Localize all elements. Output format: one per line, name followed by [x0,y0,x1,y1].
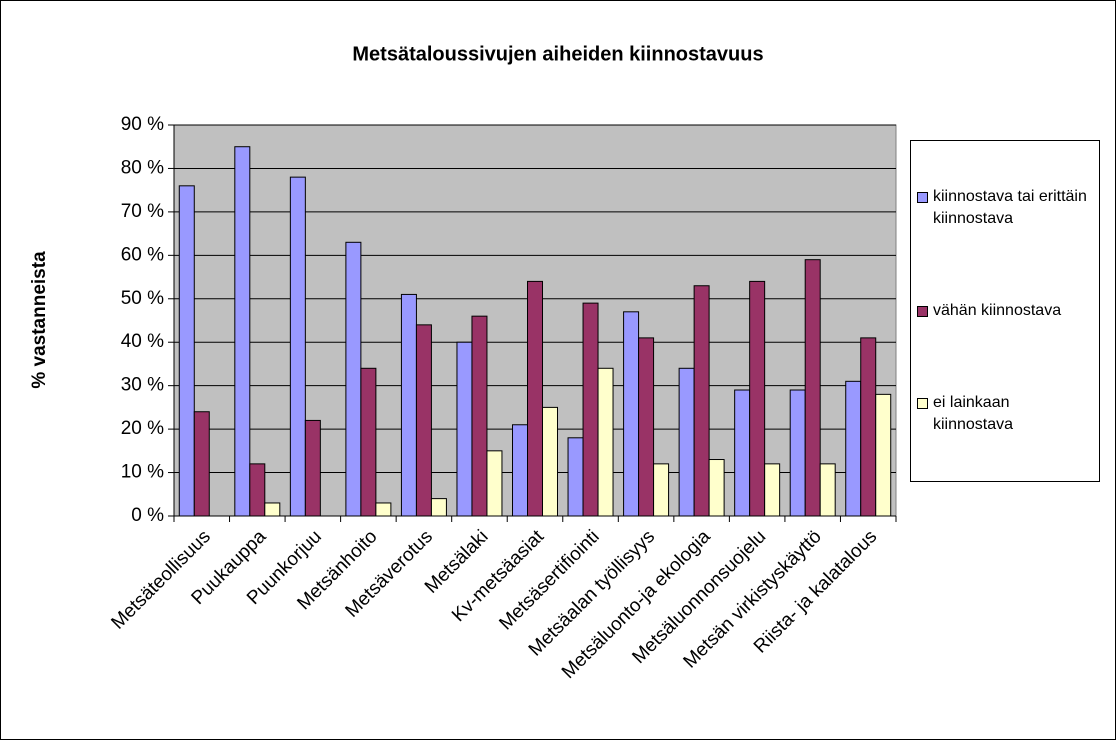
bar [415,324,432,517]
legend-entry: kiinnostava tai erittäin kiinnostava [917,186,1093,230]
bar [597,367,614,517]
bar [471,315,488,517]
legend-entry: vähän kiinnostava [917,300,1093,322]
y-tick-label: 30 % [121,375,164,396]
legend-swatch [917,398,928,409]
bar [264,502,281,517]
legend-entry: ei lainkaan kiinnostava [917,392,1093,436]
legend: kiinnostava tai erittäin kiinnostava vähä… [910,140,1100,482]
legend-swatch [917,306,928,317]
x-tick-label: Metsäteollisuus [107,526,214,633]
bar [456,341,473,517]
bar [234,146,251,517]
bar [638,337,655,517]
bar [375,502,392,517]
bar [486,450,503,517]
y-axis-label: % vastanneista [29,251,50,389]
bar [289,176,306,517]
y-tick-label: 10 % [121,462,164,483]
y-tick-label: 60 % [121,244,164,265]
chart-title: Metsätaloussivujen aiheiden kiinnostavuu… [352,43,763,65]
legend-label: ei lainkaan kiinnostava [933,394,1014,433]
bar [249,463,266,517]
bar [512,424,529,517]
bar [804,259,821,517]
bar [360,367,377,517]
bar [693,285,710,517]
legend-label: vähän kiinnostava [933,302,1062,319]
bar [178,185,195,517]
bar [875,393,892,517]
bar [789,389,806,517]
bar [708,459,725,517]
legend-label: kiinnostava tai erittäin kiinnostava [933,188,1087,227]
bar [304,419,321,517]
y-tick-label: 40 % [121,331,164,352]
bar [734,389,751,517]
bar [345,241,362,517]
bar [749,280,766,517]
bar [653,463,670,517]
bar [541,406,558,517]
bar [567,437,584,517]
y-tick-label: 50 % [121,288,164,309]
bar [678,367,695,517]
y-tick-label: 90 % [121,114,164,135]
bar [860,337,877,517]
y-tick-label: 80 % [121,157,164,178]
y-tick-label: 20 % [121,418,164,439]
bar [193,411,210,517]
x-tick-label: Metsäsertifiointi [495,526,603,634]
bar [764,463,781,517]
y-tick-label: 0 % [131,505,164,526]
bar [430,498,447,517]
bar [400,293,417,517]
bar [623,311,640,517]
legend-swatch [917,192,928,203]
y-tick-label: 70 % [121,201,164,222]
bar [819,463,836,517]
bar [582,302,599,517]
bar [845,380,862,517]
bar [527,280,543,517]
